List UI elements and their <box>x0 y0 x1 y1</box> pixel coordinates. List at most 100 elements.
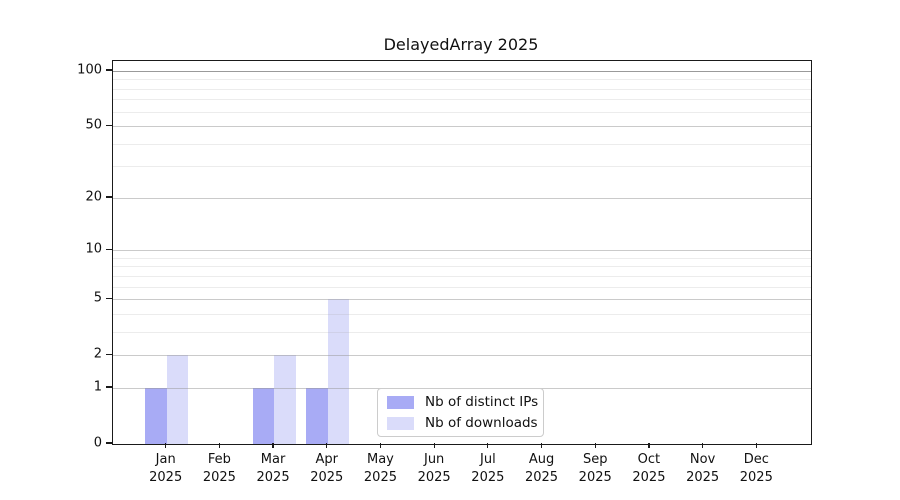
gridline-minor <box>113 99 811 101</box>
gridline-minor <box>113 257 811 259</box>
y-tick-mark <box>106 386 112 388</box>
y-tick-label: 100 <box>77 62 102 78</box>
gridline-minor <box>113 275 811 277</box>
x-tick-mark <box>648 443 650 448</box>
x-tick-mark <box>487 443 489 448</box>
gridline-minor <box>113 286 811 288</box>
bar <box>145 387 167 444</box>
y-tick-label: 1 <box>93 379 102 395</box>
x-tick-year: 2025 <box>739 469 773 485</box>
y-tick-label: 50 <box>85 117 102 133</box>
bar <box>327 299 350 444</box>
legend-swatch <box>387 416 414 430</box>
grid-layer <box>113 61 811 444</box>
y-tick-mark <box>106 353 112 355</box>
bar <box>306 387 328 444</box>
y-tick-mark <box>106 442 112 444</box>
x-tick-year: 2025 <box>310 469 344 485</box>
x-tick-year: 2025 <box>471 469 505 485</box>
gridline-minor <box>113 79 811 81</box>
gridline-minor <box>113 331 811 333</box>
x-tick-month: Jun <box>423 452 445 467</box>
plot-area <box>112 60 812 445</box>
x-tick-mark <box>433 443 435 448</box>
x-tick-label: Sep 2025 <box>565 451 625 486</box>
gridline-major <box>113 355 811 357</box>
x-tick-month: Nov <box>689 452 716 467</box>
x-tick-month: May <box>367 452 394 467</box>
x-tick-label: Nov 2025 <box>673 451 733 486</box>
bar <box>166 355 189 444</box>
x-tick-year: 2025 <box>417 469 451 485</box>
gridline-major <box>113 197 811 199</box>
x-tick-mark <box>755 443 757 448</box>
x-tick-mark <box>272 443 274 448</box>
y-tick-mark <box>106 297 112 299</box>
x-tick-mark <box>540 443 543 448</box>
x-tick-label: May 2025 <box>350 451 410 486</box>
bar <box>274 355 296 444</box>
x-tick-month: Oct <box>637 452 661 467</box>
x-tick-month: Sep <box>582 452 608 467</box>
y-tick-mark <box>106 124 112 126</box>
x-tick-month: Jul <box>480 452 496 467</box>
legend-swatch <box>387 395 414 409</box>
legend: Nb of distinct IPs Nb of downloads <box>377 388 544 437</box>
gridline-minor <box>113 111 811 113</box>
x-tick-label: Jan 2025 <box>136 451 196 486</box>
x-tick-label: Jun 2025 <box>404 451 464 486</box>
x-tick-year: 2025 <box>149 469 183 485</box>
gridline-major <box>113 299 811 301</box>
gridline-minor <box>113 88 811 90</box>
gridline-minor <box>113 313 811 315</box>
bars-layer <box>113 61 811 444</box>
gridline-minor <box>113 266 811 268</box>
y-tick-mark <box>106 196 112 198</box>
x-tick-label: Oct 2025 <box>619 451 679 486</box>
y-tick-label: 20 <box>85 189 102 205</box>
x-tick-year: 2025 <box>202 469 236 485</box>
legend-label: Nb of distinct IPs <box>425 394 539 410</box>
y-tick-label: 5 <box>93 290 102 306</box>
y-tick-label: 0 <box>93 435 102 451</box>
gridline-major <box>113 126 811 128</box>
x-tick-mark <box>379 443 382 448</box>
y-tick-label: 10 <box>85 241 102 257</box>
x-tick-month: Mar <box>260 452 286 467</box>
x-tick-month: Feb <box>207 452 231 467</box>
x-tick-year: 2025 <box>632 469 666 485</box>
gridline-major <box>113 71 811 72</box>
bar <box>252 387 275 444</box>
x-tick-label: Mar 2025 <box>243 451 303 486</box>
x-tick-year: 2025 <box>578 469 612 485</box>
x-tick-mark <box>326 443 328 448</box>
x-tick-month: Jan <box>155 452 176 467</box>
y-tick-mark <box>106 69 112 71</box>
x-tick-label: Apr 2025 <box>297 451 357 486</box>
gridline-minor <box>113 166 811 168</box>
x-tick-mark <box>702 443 704 448</box>
x-tick-label: Aug 2025 <box>512 451 572 486</box>
x-tick-year: 2025 <box>524 469 559 485</box>
x-tick-year: 2025 <box>686 469 720 485</box>
x-tick-label: Feb 2025 <box>189 451 249 486</box>
legend-label: Nb of downloads <box>425 415 538 431</box>
gridline-minor <box>113 143 811 145</box>
y-tick-label: 2 <box>93 346 102 362</box>
chart-title: DelayedArray 2025 <box>383 35 539 54</box>
x-tick-mark <box>165 443 167 448</box>
x-tick-label: Jul 2025 <box>458 451 518 486</box>
legend-item: Nb of distinct IPs <box>378 393 543 411</box>
x-tick-month: Aug <box>528 452 555 467</box>
x-tick-mark <box>594 443 596 448</box>
gridline-major <box>113 250 811 252</box>
x-tick-year: 2025 <box>363 469 397 485</box>
x-tick-month: Dec <box>743 452 769 467</box>
legend-item: Nb of downloads <box>378 414 543 432</box>
x-tick-month: Apr <box>315 452 339 467</box>
x-tick-label: Dec 2025 <box>726 451 786 486</box>
x-tick-year: 2025 <box>256 469 290 485</box>
x-tick-mark <box>218 443 220 448</box>
y-tick-mark <box>106 248 112 250</box>
